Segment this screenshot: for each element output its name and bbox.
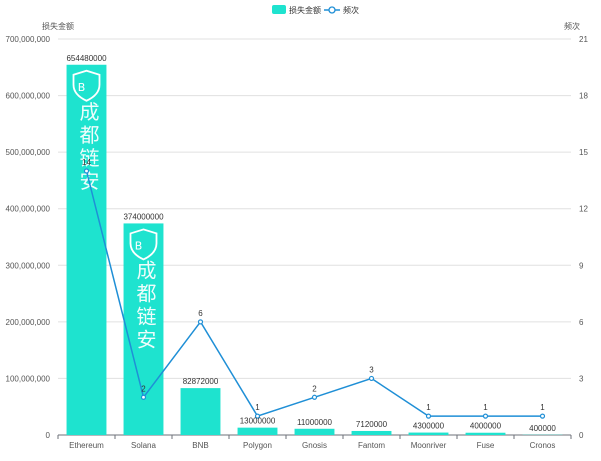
bar-value-label: 11000000 xyxy=(297,418,333,427)
x-tick-label: BNB xyxy=(192,441,208,450)
x-tick-label: Fuse xyxy=(477,441,495,450)
bar xyxy=(294,428,335,435)
bar-value-label: 4000000 xyxy=(470,422,502,431)
line-point xyxy=(539,413,546,419)
bar-value-label: 4300000 xyxy=(413,422,445,431)
line-value-label: 14 xyxy=(82,158,91,167)
y-right-tick-label: 12 xyxy=(579,205,588,214)
bar-value-label: 374000000 xyxy=(123,212,164,221)
line-point xyxy=(254,413,261,419)
bar-value-label: 13000000 xyxy=(240,417,276,426)
line-value-label: 3 xyxy=(369,365,374,374)
line-value-label: 2 xyxy=(141,384,146,393)
y-left-tick-label: 200,000,000 xyxy=(6,318,51,327)
axes: 0 0 100,000,000 3 200,000,000 6 300,000,000 9 40… xyxy=(6,21,589,450)
y-left-tick-label: 0 xyxy=(46,431,51,440)
y-left-tick-label: 600,000,000 xyxy=(6,92,51,101)
bar xyxy=(180,388,221,435)
bar xyxy=(237,427,278,435)
line-value-label: 6 xyxy=(198,309,203,318)
shield-icon xyxy=(72,69,101,102)
data-labels: 654480000 374000000 82872000 13000000 110000… xyxy=(66,54,556,433)
bar-value-label: 82872000 xyxy=(183,377,219,386)
line-series xyxy=(83,168,546,419)
y-left-axis-label: 损失金额 xyxy=(42,21,74,31)
line-point xyxy=(425,413,432,419)
x-tick-label: Polygon xyxy=(243,441,272,450)
line-point xyxy=(140,394,147,400)
y-right-tick-label: 9 xyxy=(579,261,584,270)
line-value-label: 1 xyxy=(426,403,431,412)
legend-bar-label: 损失金额 xyxy=(289,5,321,15)
watermark-text: 安 xyxy=(137,327,157,351)
line-point xyxy=(83,168,90,174)
y-left-tick-label: 500,000,000 xyxy=(6,148,51,157)
y-right-tick-label: 3 xyxy=(579,374,584,383)
legend-line-marker xyxy=(328,6,336,14)
line-point xyxy=(482,413,489,419)
line-point xyxy=(311,394,318,400)
y-left-tick-label: 700,000,000 xyxy=(6,35,51,44)
watermark-text: 链 xyxy=(80,146,100,170)
shield-icon-letter: B xyxy=(135,239,143,252)
bar xyxy=(351,430,392,435)
line-value-label: 1 xyxy=(483,403,488,412)
y-right-tick-label: 21 xyxy=(579,35,588,44)
line-value-label: 1 xyxy=(540,403,545,412)
y-right-tick-label: 15 xyxy=(579,148,588,157)
y-right-axis-label: 频次 xyxy=(564,21,580,31)
watermark-text: 都 xyxy=(137,281,157,305)
y-left-tick-label: 300,000,000 xyxy=(6,261,51,270)
x-tick-label: Moonriver xyxy=(411,441,447,450)
watermark-text: 成 xyxy=(137,258,157,282)
x-tick-label: Fantom xyxy=(358,441,385,450)
legend-line-label: 频次 xyxy=(343,5,359,15)
y-left-tick-label: 100,000,000 xyxy=(6,374,51,383)
bar xyxy=(66,64,107,435)
line-point xyxy=(368,375,375,382)
bar-value-label: 400000 xyxy=(529,424,556,433)
shield-icon-letter: B xyxy=(78,81,86,94)
y-left-tick-label: 400,000,000 xyxy=(6,205,51,214)
x-tick-label: Solana xyxy=(131,441,156,450)
watermark-text: 都 xyxy=(80,123,100,147)
line-value-label: 2 xyxy=(312,384,317,393)
shield-icon xyxy=(129,228,158,261)
bar xyxy=(408,432,449,435)
legend-bar-swatch xyxy=(272,5,286,14)
legend: 损失金额 频次 xyxy=(272,5,359,15)
line-value-label: 1 xyxy=(255,403,260,412)
y-right-tick-label: 6 xyxy=(579,318,584,327)
bar-value-label: 7120000 xyxy=(356,420,388,429)
x-tick-label: Gnosis xyxy=(302,441,327,450)
line-point xyxy=(197,319,204,325)
x-tick-label: Ethereum xyxy=(69,441,104,450)
bar xyxy=(465,432,506,435)
bar-value-label: 654480000 xyxy=(66,54,107,63)
watermark-text: 链 xyxy=(137,304,157,328)
y-right-tick-label: 0 xyxy=(579,431,584,440)
x-tick-label: Cronos xyxy=(530,441,556,450)
watermark-text: 成 xyxy=(80,100,100,124)
y-right-tick-label: 18 xyxy=(579,92,588,101)
